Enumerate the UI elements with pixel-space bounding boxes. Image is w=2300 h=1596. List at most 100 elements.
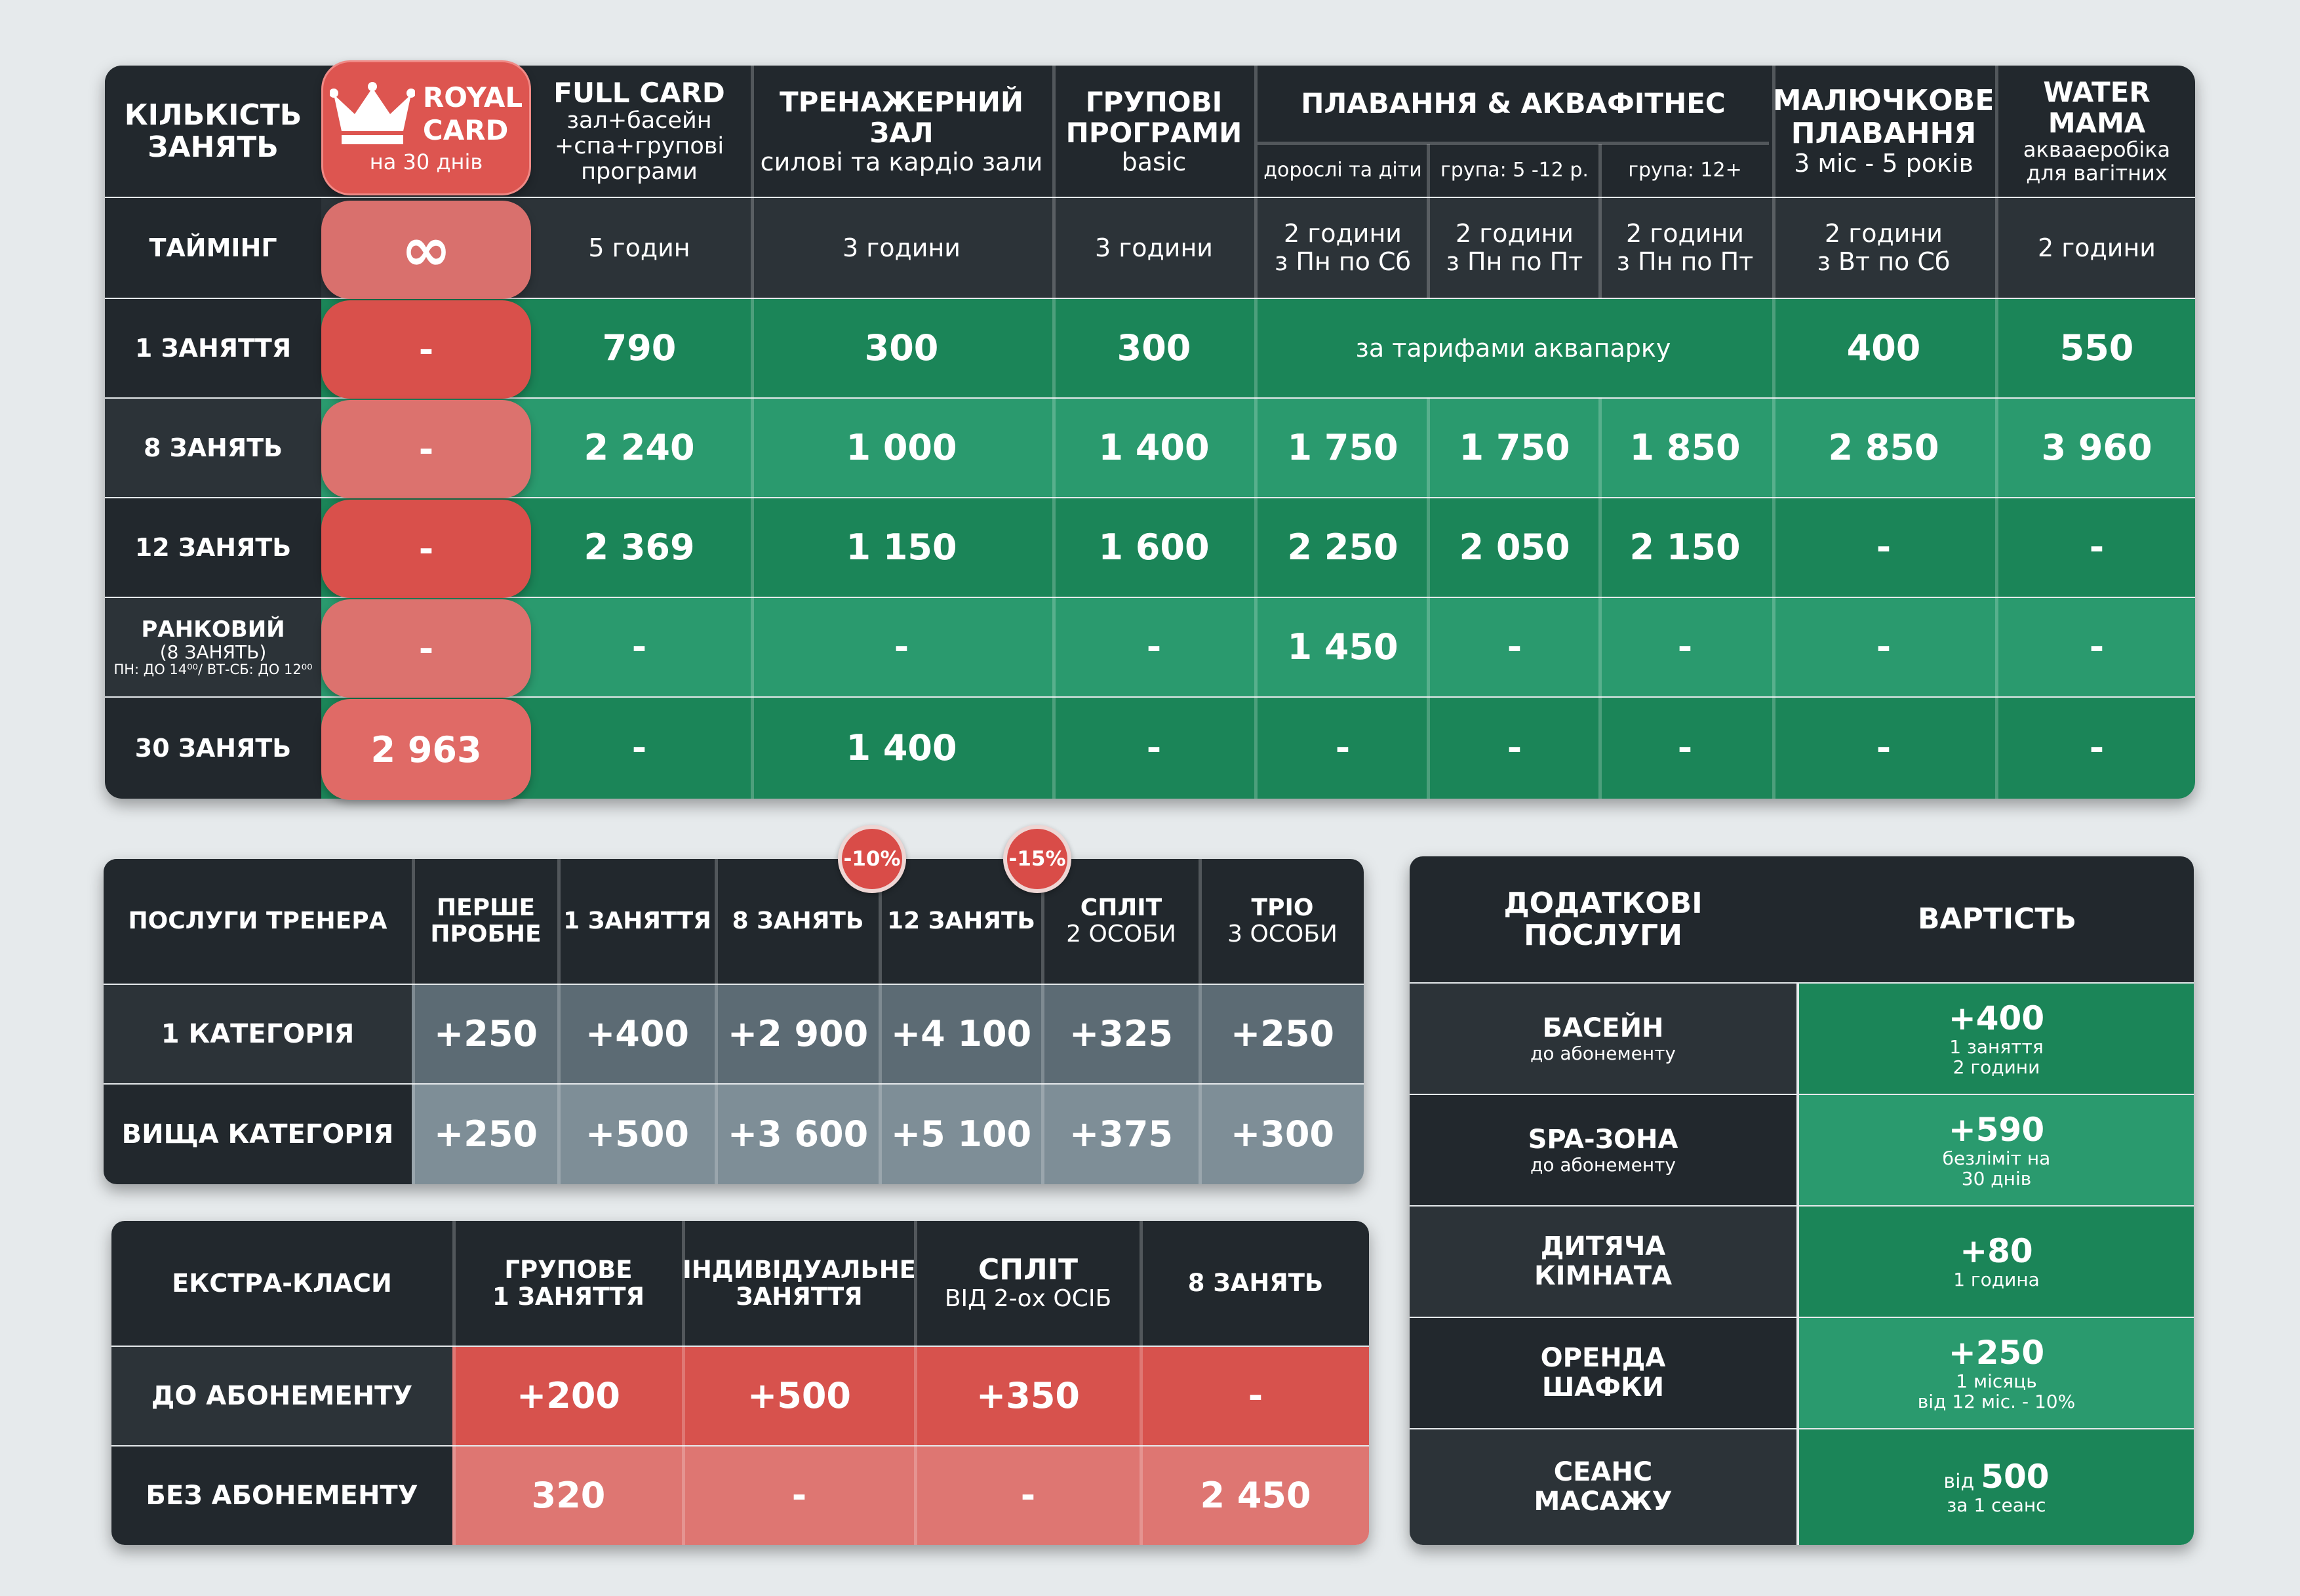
row-label-sub: (8 ЗАНЯТЬ) bbox=[159, 641, 267, 663]
price-prefix: від bbox=[1943, 1470, 1975, 1494]
header-gym: ТРЕНАЖЕРНИЙ ЗАЛ силові та кардіо зали bbox=[754, 66, 1049, 197]
row-bg bbox=[452, 1446, 1369, 1545]
column-divider bbox=[682, 1221, 685, 1545]
column-divider bbox=[1427, 144, 1430, 299]
price-cell: - bbox=[1876, 626, 1892, 668]
price-cell: 3 960 bbox=[2041, 426, 2152, 468]
header-price: ВАРТІСТЬ bbox=[1917, 902, 2077, 936]
service-pool: БАСЕЙН до абонементу bbox=[1410, 984, 1796, 1094]
main-price-table: КІЛЬКІСТЬ ЗАНЯТЬ FULL CARD зал+басейн +с… bbox=[105, 66, 2195, 799]
row-bg bbox=[321, 498, 2195, 597]
header-title: СПЛІТ bbox=[1080, 894, 1162, 921]
header-full-card: FULL CARD зал+басейн +спа+групові програ… bbox=[531, 66, 747, 197]
header-8: 8 ЗАНЯТЬ bbox=[1187, 1269, 1324, 1298]
price-cell: +500 bbox=[585, 1113, 689, 1155]
price-cell: - bbox=[894, 626, 909, 668]
header-subtitle: 3 міс - 5 років bbox=[1794, 148, 1973, 178]
service-spa: SPA-ЗОНА до абонементу bbox=[1410, 1095, 1796, 1205]
price-cell: +3 600 bbox=[727, 1113, 869, 1155]
price-cell: +2 900 bbox=[727, 1012, 869, 1054]
service-price: +80 1 година bbox=[1799, 1207, 2194, 1317]
row-bg bbox=[321, 299, 2195, 397]
header-subtitle: зал+басейн +спа+групові програми bbox=[554, 107, 724, 186]
header-water-mama: WATER MAMA аквааеробіка для вагітних bbox=[1998, 66, 2195, 197]
price-cell: 2 050 bbox=[1459, 526, 1570, 568]
header-swimming-sub-5-12: група: 5 -12 р. bbox=[1440, 159, 1589, 182]
royal-card-price: - bbox=[321, 599, 531, 698]
corner-label: КІЛЬКІСТЬ ЗАНЯТЬ bbox=[105, 66, 321, 197]
column-divider bbox=[1140, 1221, 1143, 1545]
royal-card-timing: ∞ bbox=[321, 201, 531, 299]
service-price: +250 1 місяць від 12 міс. - 10% bbox=[1799, 1318, 2194, 1428]
price-cell: +400 bbox=[585, 1012, 689, 1054]
header-trio: ТРІО 3 ОСОБИ bbox=[1201, 859, 1364, 984]
price-value: 500 bbox=[1981, 1458, 2050, 1496]
price-cell: - bbox=[1146, 727, 1162, 768]
column-divider bbox=[914, 1221, 917, 1545]
price-cell: 1 600 bbox=[1098, 526, 1210, 568]
header-title: ТРЕНАЖЕРНИЙ ЗАЛ bbox=[779, 85, 1024, 149]
price-cell: 2 250 bbox=[1287, 526, 1398, 568]
timing-group: 3 години bbox=[1095, 233, 1213, 262]
header-services: ДОДАТКОВІ ПОСЛУГИ bbox=[1503, 886, 1703, 952]
row-label-without-membership: БЕЗ АБОНЕМЕНТУ bbox=[111, 1446, 452, 1545]
price-cell: - bbox=[1507, 626, 1522, 668]
price-cell: - bbox=[2089, 626, 2105, 668]
extra-classes-table: ЕКСТРА-КЛАСИ ГРУПОВЕ 1 ЗАНЯТТЯ ІНДИВІДУА… bbox=[111, 1221, 1369, 1545]
discount-badge-12: -15% bbox=[1003, 825, 1071, 893]
row-bg bbox=[321, 399, 2195, 497]
header-swimming: ПЛАВАННЯ & АКВАФІТНЕС bbox=[1258, 66, 1769, 141]
price-cell: - bbox=[2089, 526, 2105, 568]
price-cell: 1 450 bbox=[1287, 626, 1398, 668]
price-cell: - bbox=[631, 626, 647, 668]
column-divider bbox=[1772, 66, 1775, 799]
price-note: 1 година bbox=[1953, 1269, 2040, 1291]
price-cell: 320 bbox=[531, 1474, 606, 1516]
additional-services-table: ДОДАТКОВІ ПОСЛУГИ ВАРТІСТЬ БАСЕЙН до або… bbox=[1410, 856, 2194, 1545]
price-cell: - bbox=[1507, 727, 1522, 768]
price-value: +250 bbox=[1948, 1333, 2045, 1372]
price-cell: - bbox=[1146, 626, 1162, 668]
price-cell: 300 bbox=[1117, 327, 1191, 369]
header-group-single: ГРУПОВЕ 1 ЗАНЯТТЯ bbox=[492, 1255, 644, 1311]
royal-card-name: ROYAL CARD bbox=[423, 81, 523, 148]
service-kids-room: ДИТЯЧА КІМНАТА bbox=[1410, 1207, 1796, 1317]
price-cell: - bbox=[1876, 526, 1892, 568]
price-value: +80 bbox=[1960, 1232, 2033, 1271]
price-cell bbox=[412, 985, 1364, 1083]
price-cell: 1 750 bbox=[1459, 426, 1570, 468]
row-label-title: РАНКОВИЙ bbox=[141, 616, 285, 643]
price-cell: 1 750 bbox=[1287, 426, 1398, 468]
timing-label: ТАЙМІНГ bbox=[105, 198, 321, 298]
price-cell: +200 bbox=[517, 1374, 620, 1416]
timing-swim-adults: 2 години з Пн по Сб bbox=[1275, 219, 1411, 276]
service-locker: ОРЕНДА ШАФКИ bbox=[1410, 1318, 1796, 1428]
price-cell: - bbox=[1335, 727, 1351, 768]
royal-card-title-line2: CARD bbox=[422, 114, 509, 146]
service-name: SPA-ЗОНА bbox=[1528, 1124, 1678, 1155]
header-single: 1 ЗАНЯТТЯ bbox=[563, 907, 711, 934]
price-cell: - bbox=[631, 727, 647, 768]
column-divider bbox=[1598, 397, 1602, 799]
price-cell: 2 240 bbox=[584, 426, 695, 468]
price-note: безліміт на 30 днів bbox=[1942, 1147, 2051, 1189]
row-bg bbox=[412, 1085, 1364, 1184]
row-divider bbox=[1258, 142, 1769, 145]
price-cell: 2 850 bbox=[1828, 426, 1939, 468]
row-label-30: 30 ЗАНЯТЬ bbox=[105, 698, 321, 799]
price-cell: +5 100 bbox=[890, 1113, 1032, 1155]
price-cell: - bbox=[2089, 727, 2105, 768]
price-note: за 1 сеанс bbox=[1947, 1494, 2046, 1517]
price-cell: 2 369 bbox=[584, 526, 695, 568]
price-cell: +350 bbox=[976, 1374, 1080, 1416]
column-divider bbox=[1052, 66, 1056, 799]
price-cell: - bbox=[791, 1474, 807, 1516]
row-label-with-membership: ДО АБОНЕМЕНТУ bbox=[111, 1347, 452, 1445]
timing-swim-12plus: 2 години з Пн по Пт bbox=[1616, 219, 1754, 276]
row-bg bbox=[452, 1347, 1369, 1445]
header-title: СПЛІТ bbox=[978, 1253, 1079, 1287]
price-note: 1 заняття 2 години bbox=[1949, 1035, 2044, 1078]
header-swimming-sub-adults: дорослі та діти bbox=[1263, 159, 1422, 182]
header-subtitle: ВІД 2-ох ОСІБ bbox=[944, 1285, 1112, 1313]
royal-card-price: - bbox=[321, 300, 531, 399]
